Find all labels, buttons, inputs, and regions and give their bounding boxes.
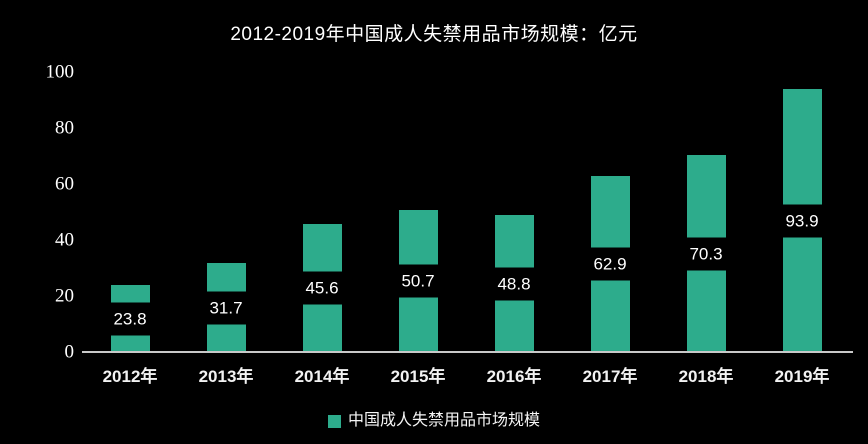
- x-tick-label-2015年: 2015年: [390, 367, 446, 386]
- bar-value-label-2019年: 93.9: [776, 204, 828, 238]
- x-tick-label-2018年: 2018年: [678, 367, 734, 386]
- y-tick-label-0: 0: [64, 341, 75, 363]
- y-tick-label-60: 60: [55, 173, 74, 195]
- x-axis-line: [82, 351, 853, 353]
- x-tick-label-2012年: 2012年: [102, 367, 158, 386]
- x-tick-label-2016年: 2016年: [486, 367, 542, 386]
- bar-2018年: 70.3: [680, 155, 732, 352]
- legend: 中国成人失禁用品市场规模: [0, 409, 868, 433]
- y-tick-label-100: 100: [45, 61, 75, 83]
- x-tick-label-2013年: 2013年: [198, 367, 254, 386]
- chart-title: 2012-2019年中国成人失禁用品市场规模：亿元: [230, 24, 638, 45]
- bar-value-label-2014年: 45.6: [296, 271, 348, 305]
- y-tick-label-80: 80: [55, 117, 74, 139]
- y-tick-label-40: 40: [55, 229, 74, 251]
- x-tick-label-2019年: 2019年: [774, 367, 830, 386]
- bar-2012年: 23.8: [104, 285, 156, 352]
- bar-value-label-2017年: 62.9: [584, 247, 636, 281]
- legend-label: 中国成人失禁用品市场规模: [347, 412, 540, 429]
- bar-value-label-2012年: 23.8: [104, 302, 156, 336]
- bar-2013年: 31.7: [200, 263, 252, 352]
- y-tick-label-20: 20: [55, 285, 74, 307]
- legend-marker-icon: [327, 414, 341, 428]
- bar-value-label-2018年: 70.3: [680, 237, 732, 271]
- bar-2014年: 45.6: [296, 224, 348, 352]
- bar-2015年: 50.7: [392, 210, 444, 352]
- y-axis: 0 20 40 60 80 100: [0, 63, 75, 362]
- bar-2019年: 93.9: [776, 89, 828, 352]
- bar-value-label-2013年: 31.7: [200, 291, 252, 325]
- legend-item-series[interactable]: 中国成人失禁用品市场规模: [327, 409, 540, 433]
- x-tick-label-2017年: 2017年: [582, 367, 638, 386]
- bar-2016年: 48.8: [488, 215, 540, 352]
- bar-value-label-2015年: 50.7: [392, 264, 444, 298]
- plot-area: 23.8 31.7 45.6 50.7 48.8 62.9 70.3 93.9: [82, 72, 850, 352]
- bar-value-label-2016年: 48.8: [488, 267, 540, 301]
- bar-2017年: 62.9: [584, 175, 636, 352]
- x-tick-label-2014年: 2014年: [294, 367, 350, 386]
- x-axis: 2012年 2013年 2014年 2015年 2016年 2017年 2018年 2019年: [82, 364, 850, 390]
